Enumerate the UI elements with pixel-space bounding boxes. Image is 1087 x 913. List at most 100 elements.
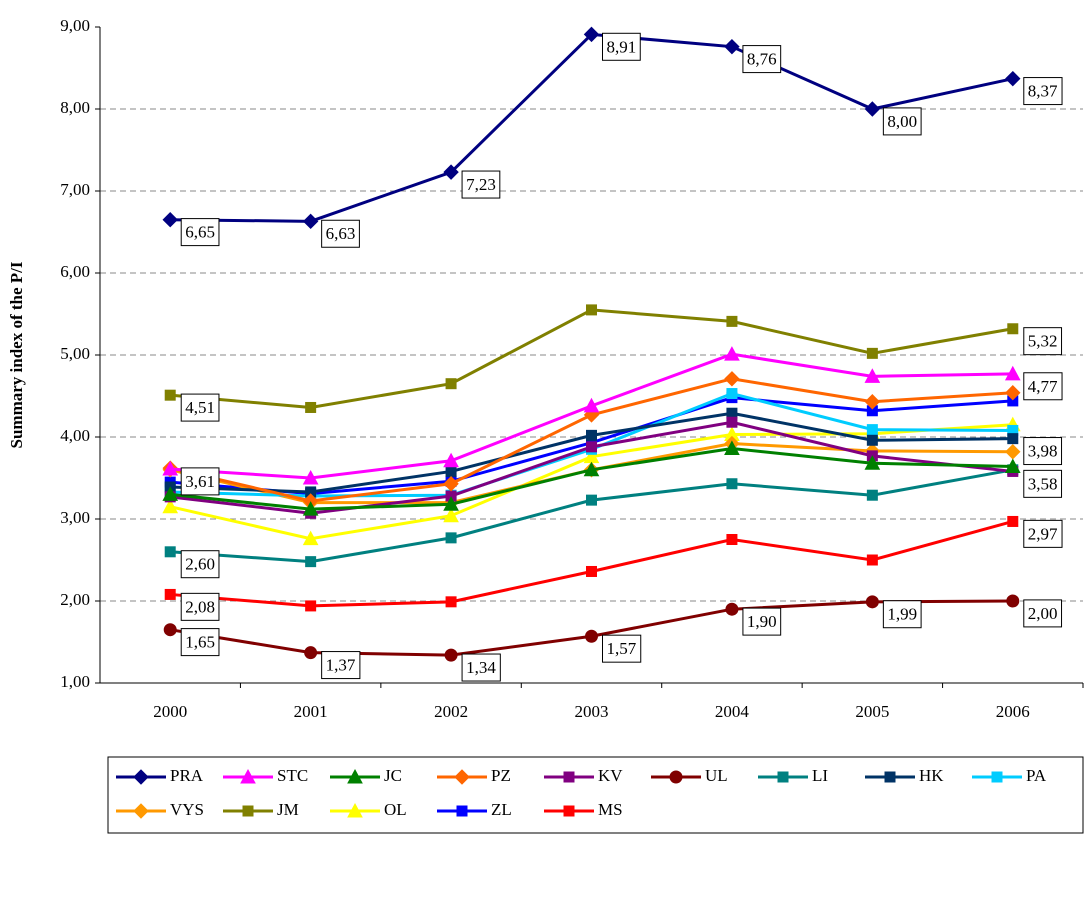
- data-point: [305, 600, 317, 612]
- x-tick-label: 2003: [575, 702, 609, 721]
- data-point: [726, 388, 738, 400]
- data-point: [865, 595, 879, 609]
- data-label-box: [1023, 372, 1063, 401]
- data-point: [162, 211, 178, 228]
- data-label-box: [180, 628, 220, 657]
- data-point: [864, 101, 881, 117]
- data-label-box: [180, 550, 220, 579]
- data-label-box: [321, 219, 360, 248]
- legend-marker: [347, 768, 363, 784]
- data-label-box: [1023, 469, 1063, 498]
- data-label-box: [882, 600, 922, 629]
- x-tick-label: 2006: [996, 702, 1030, 721]
- data-point: [724, 346, 740, 361]
- data-point: [725, 602, 739, 616]
- data-point: [445, 596, 457, 608]
- data-point: [866, 434, 878, 446]
- data-label-text: 1,90: [747, 612, 777, 631]
- data-point: [726, 416, 738, 428]
- data-label-box: [1023, 599, 1063, 628]
- data-point: [1005, 385, 1021, 401]
- data-point: [726, 478, 738, 490]
- data-point: [586, 494, 597, 506]
- data-point: [162, 460, 179, 476]
- data-point: [162, 486, 179, 501]
- data-point: [864, 368, 881, 383]
- data-point: [586, 565, 597, 577]
- data-point: [445, 465, 457, 477]
- legend-label: UL: [705, 766, 728, 785]
- data-point: [443, 452, 459, 468]
- legend-marker: [991, 771, 1003, 783]
- data-label-text: 6,63: [326, 224, 356, 243]
- data-label-box: [602, 32, 641, 61]
- legend-label: JC: [384, 766, 402, 785]
- legend-marker: [563, 771, 575, 783]
- data-label-text: 1,65: [185, 633, 215, 652]
- data-label-text: 2,00: [1028, 604, 1058, 623]
- data-label: 8,91: [602, 32, 641, 61]
- data-point: [302, 501, 319, 516]
- data-label-text: 2,60: [185, 555, 215, 574]
- y-tick-label: 7,00: [60, 180, 90, 199]
- data-label-text: 8,76: [747, 50, 777, 69]
- data-label: 5,32: [1023, 327, 1063, 356]
- legend-label: PRA: [170, 766, 204, 785]
- data-point: [162, 498, 179, 514]
- legend-box: [107, 756, 1084, 834]
- legend-label: JM: [277, 800, 299, 819]
- data-point: [586, 304, 597, 316]
- legend-marker: [240, 768, 256, 784]
- data-label-box: [180, 393, 220, 422]
- data-point: [866, 554, 878, 566]
- data-point: [1005, 70, 1021, 87]
- legend-marker: [884, 771, 896, 783]
- data-label-text: 3,98: [1028, 442, 1058, 461]
- data-point: [1007, 323, 1019, 335]
- data-point: [583, 397, 600, 413]
- data-label-text: 7,23: [466, 175, 496, 194]
- data-point: [443, 164, 459, 180]
- legend-marker: [454, 769, 470, 785]
- data-point: [304, 646, 318, 660]
- data-point: [864, 455, 881, 470]
- data-point: [724, 371, 740, 387]
- data-point: [443, 507, 459, 523]
- data-point: [585, 629, 598, 643]
- data-label: 3,58: [1023, 469, 1063, 498]
- data-point: [443, 496, 459, 511]
- y-tick-label: 1,00: [60, 672, 90, 691]
- legend-label: MS: [598, 800, 623, 819]
- data-point: [586, 441, 597, 453]
- data-label-box: [180, 218, 220, 247]
- data-point: [726, 534, 738, 545]
- data-label: 1,34: [461, 653, 501, 682]
- data-label-text: 1,57: [607, 639, 637, 658]
- data-point: [726, 315, 738, 327]
- legend-label: ZL: [491, 800, 512, 819]
- data-point: [445, 532, 457, 544]
- y-tick-label: 3,00: [60, 508, 90, 527]
- data-label: 3,61: [180, 467, 220, 496]
- data-label-text: 8,00: [887, 112, 917, 131]
- data-label: 2,08: [180, 592, 220, 621]
- data-point: [164, 588, 176, 600]
- legend-marker: [669, 770, 683, 784]
- data-label-box: [882, 107, 922, 136]
- data-label: 1,90: [742, 607, 782, 636]
- data-label-text: 2,97: [1028, 524, 1058, 543]
- data-point: [866, 424, 878, 436]
- data-point: [163, 623, 177, 637]
- data-point: [726, 407, 738, 419]
- data-point: [302, 530, 319, 546]
- data-label: 1,99: [882, 600, 922, 629]
- data-point: [164, 389, 176, 401]
- data-label: 7,23: [461, 170, 501, 199]
- data-label: 8,00: [882, 107, 922, 136]
- data-label-text: 8,37: [1028, 82, 1058, 101]
- legend-marker: [777, 771, 789, 783]
- data-label-box: [180, 592, 220, 621]
- data-point: [443, 476, 459, 492]
- data-label-text: 1,37: [326, 656, 356, 675]
